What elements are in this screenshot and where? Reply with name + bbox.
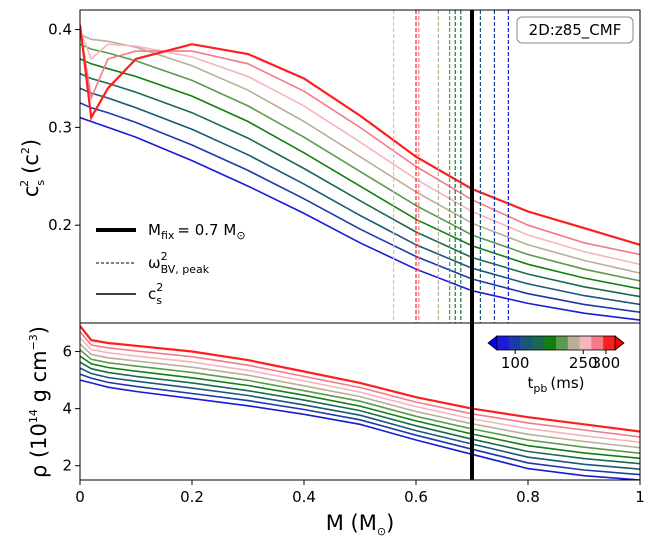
y-axis-label: cs2(c2) [18,139,47,197]
colorbar-bin [591,336,604,350]
x-tick-label: 0 [75,488,85,506]
x-tick-label: 1 [635,488,645,506]
data-line [80,325,640,433]
x-axis-label: M (M⊙) [326,511,395,538]
data-line [80,116,640,321]
data-line [80,343,640,449]
legend-label: c2 s [148,281,163,307]
data-line [80,102,640,313]
data-line [80,72,640,298]
y-tick-label: 2 [62,457,72,475]
colorbar-bin [544,336,557,350]
x-tick-label: 0.4 [292,488,316,506]
y-tick-label: 4 [62,400,72,418]
colorbar-bin [567,336,580,350]
legend-label: Mfix = 0.7 M⊙ [148,221,246,242]
bottom-plot [80,325,640,480]
y-tick-label: 0.4 [48,21,72,39]
colorbar-tick-label: 250 [569,354,598,372]
colorbar-tick-label: 300 [592,354,621,372]
data-line [80,337,640,444]
colorbar-extend [614,335,625,351]
colorbar-bin [579,336,592,350]
y-tick-label: 0.3 [48,118,72,136]
annotation-box [516,16,634,44]
y-tick-label: 0.2 [48,216,72,234]
colorbar-bin [603,336,616,350]
x-tick-label: 0.6 [404,488,428,506]
data-line [80,355,640,460]
colorbar-bin [508,336,521,350]
data-line [80,367,640,470]
colorbar-extend [487,335,498,351]
colorbar-label: tpb (ms) [528,374,585,395]
data-line [80,361,640,465]
colorbar-bin [497,336,510,350]
data-line [80,331,640,438]
y-tick-label: 6 [62,343,72,361]
data-line [80,43,640,282]
legend-label: ω2 BV, peak [148,250,210,276]
y-axis-label: ρ (1014 g cm−3) [27,326,51,478]
colorbar-bin [520,336,533,350]
data-line [80,27,640,256]
data-line [80,87,640,306]
colorbar-tick-label: 100 [501,354,530,372]
colorbar-bin [532,336,545,350]
x-tick-label: 0.8 [516,488,540,506]
annotation: 2D:z85_CMF [529,21,622,40]
data-line [80,379,640,480]
data-line [80,24,640,246]
top-plot [80,10,640,323]
data-line [80,33,640,274]
axes-frame [79,322,641,481]
x-tick-label: 0.2 [180,488,204,506]
data-line [80,349,640,454]
colorbar-frame [496,335,616,351]
data-line [80,373,640,476]
data-line [80,29,640,266]
data-line [80,58,640,290]
colorbar-bin [556,336,569,350]
